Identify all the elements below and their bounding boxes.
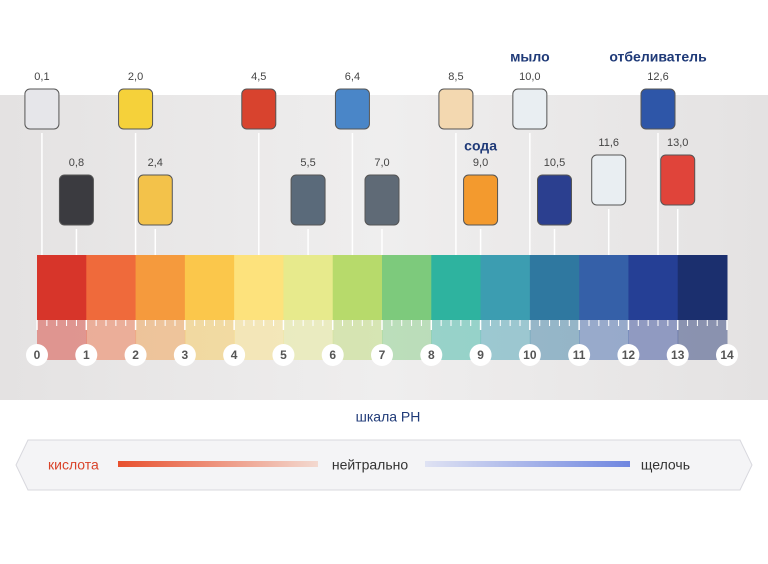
item-value-label: 5,5 — [300, 157, 315, 169]
item-value-label: 0,8 — [69, 157, 84, 169]
ph-segment — [628, 255, 679, 320]
item-value-label: 13,0 — [667, 137, 688, 149]
tick-circle — [617, 344, 640, 366]
item-value-label: 2,0 — [128, 71, 143, 83]
legend-arrow — [15, 439, 753, 491]
item-icon — [537, 174, 572, 226]
tick-label: 11 — [573, 348, 586, 362]
item-icon — [58, 174, 94, 226]
item-value-label: 10,0 — [519, 71, 540, 83]
tick-circle — [272, 344, 295, 366]
tick-circle — [321, 344, 344, 366]
tick-label: 0 — [34, 348, 41, 362]
ph-segment — [86, 255, 137, 320]
item-icon — [591, 154, 627, 206]
ph-segment — [332, 255, 383, 320]
item-icon — [290, 174, 326, 226]
tick-label: 8 — [428, 348, 435, 362]
tick-label: 13 — [671, 348, 685, 362]
item-icon — [660, 154, 696, 206]
item-icon — [364, 174, 400, 226]
item-value-label: 12,6 — [647, 71, 668, 83]
ph-segment — [431, 255, 482, 320]
item-icon — [334, 88, 370, 130]
ph-segment — [135, 255, 186, 320]
tick-label: 6 — [329, 348, 336, 362]
tick-label: 12 — [622, 348, 636, 362]
tick-circle — [173, 344, 196, 366]
tick-circle — [666, 344, 689, 366]
alkali-gradient — [425, 461, 630, 467]
ph-segment — [382, 255, 432, 320]
ph-segment — [579, 255, 629, 320]
acid-gradient — [118, 461, 318, 467]
item-value-label: 0,1 — [34, 71, 49, 83]
neutral-label: нейтрально — [332, 457, 409, 473]
ph-segment — [37, 255, 87, 320]
item-icon — [438, 88, 474, 130]
tick-circle — [124, 344, 147, 366]
tick-label: 14 — [720, 348, 734, 362]
item-value-label: 9,0 — [473, 157, 488, 169]
item-icon — [640, 88, 676, 130]
tick-label: 9 — [477, 348, 484, 362]
ph-segment — [677, 255, 728, 320]
tick-label: 10 — [523, 348, 537, 362]
tick-circle — [26, 344, 48, 366]
ph-segment — [234, 255, 284, 320]
alkali-label: щелочь — [641, 457, 690, 473]
tick-circle — [371, 344, 393, 366]
ph-segment — [184, 255, 235, 320]
tick-label: 2 — [132, 348, 139, 362]
bleach-annotation: отбеливатель — [609, 49, 707, 65]
tick-circle — [568, 344, 591, 366]
item-icon — [137, 174, 173, 226]
item-icon — [463, 174, 499, 226]
item-value-label: 11,6 — [598, 137, 619, 149]
item-icon — [512, 88, 548, 130]
tick-circle — [75, 344, 98, 366]
item-value-label: 6,4 — [345, 71, 360, 83]
item-value-label: 10,5 — [544, 157, 565, 169]
ph-segment — [529, 255, 580, 320]
tick-label: 5 — [280, 348, 287, 362]
item-value-label: 4,5 — [251, 71, 266, 83]
tick-label: 3 — [182, 348, 189, 362]
acid-label: кислота — [48, 457, 99, 473]
tick-circle — [469, 344, 492, 366]
item-icon — [24, 88, 60, 130]
item-value-label: 2,4 — [148, 157, 163, 169]
ph-segment — [480, 255, 531, 320]
soap-annotation: мыло — [510, 49, 550, 65]
tick-circle — [518, 344, 541, 366]
tick-label: 1 — [83, 348, 90, 362]
soda-annotation: сода — [464, 138, 497, 154]
tick-label: 7 — [379, 348, 386, 362]
item-icon — [118, 88, 154, 130]
item-value-label: 8,5 — [448, 71, 463, 83]
ph-segment — [283, 255, 334, 320]
item-value-label: 7,0 — [374, 157, 389, 169]
tick-circle — [716, 344, 738, 366]
tick-circle — [420, 344, 443, 366]
tick-circle — [223, 344, 246, 366]
item-icon — [241, 88, 277, 130]
scale-title: шкала РН — [356, 409, 421, 425]
tick-label: 4 — [231, 348, 238, 362]
